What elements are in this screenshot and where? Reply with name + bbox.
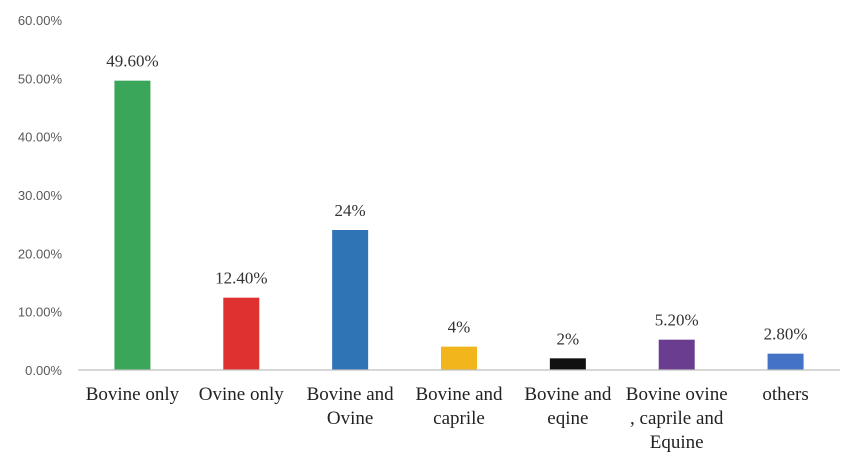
x-tick-label-line: Bovine and (415, 384, 503, 405)
x-tick-label-line: Equine (650, 432, 704, 453)
data-label: 2% (557, 329, 580, 348)
x-tick-label: others (762, 384, 808, 405)
bar (549, 358, 586, 370)
y-tick-label: 50.00% (18, 71, 63, 86)
x-tick-label: Bovine and caprile (415, 384, 503, 429)
x-tick-label: Ovine only (199, 384, 284, 405)
data-label: 49.60% (106, 52, 158, 71)
bar (441, 346, 477, 370)
y-tick-label: 60.00% (18, 13, 63, 28)
x-tick-label-line: Bovine ovine (626, 384, 728, 405)
x-tick-label-line: Bovine and (524, 384, 612, 405)
data-label: 5.20% (655, 311, 699, 330)
bars-group (114, 80, 804, 371)
bar (332, 230, 369, 370)
x-tick-label-line: , caprile and (630, 408, 724, 429)
bar (767, 353, 804, 370)
y-tick-label: 10.00% (18, 305, 63, 320)
y-axis: 0.00% 10.00% 20.00% 30.00% 40.00% 50.00% 60.00… (18, 13, 63, 378)
x-tick-label-line: Bovine only (86, 384, 180, 405)
x-tick-label: Bovine ovine , caprile and Equine (626, 384, 728, 453)
x-tick-label: Bovine and Ovine (307, 384, 395, 429)
x-tick-label: Bovine and eqine (524, 384, 612, 429)
x-tick-label-line: others (762, 384, 808, 405)
y-tick-label: 40.00% (18, 130, 63, 145)
data-label: 24% (335, 201, 366, 220)
bar (658, 339, 695, 370)
data-label: 2.80% (764, 325, 808, 344)
y-tick-label: 0.00% (25, 363, 62, 378)
x-tick-label-line: caprile (433, 408, 485, 429)
y-tick-label: 30.00% (18, 188, 63, 203)
data-labels-group: 49.60% 12.40% 24% 4% 2% 5.20% 2.80% (106, 52, 807, 349)
x-axis-labels: Bovine only Ovine only Bovine and OvineBovi… (86, 384, 809, 453)
bar (223, 297, 260, 370)
x-tick-label-line: Ovine only (199, 384, 284, 405)
bar (114, 80, 151, 371)
y-tick-label: 20.00% (18, 246, 63, 261)
x-tick-label-line: eqine (547, 408, 588, 429)
x-tick-label: Bovine only (86, 384, 180, 405)
data-label: 12.40% (215, 269, 267, 288)
data-label: 4% (448, 318, 471, 337)
x-tick-label-line: Ovine (327, 408, 373, 429)
x-tick-label-line: Bovine and (307, 384, 395, 405)
